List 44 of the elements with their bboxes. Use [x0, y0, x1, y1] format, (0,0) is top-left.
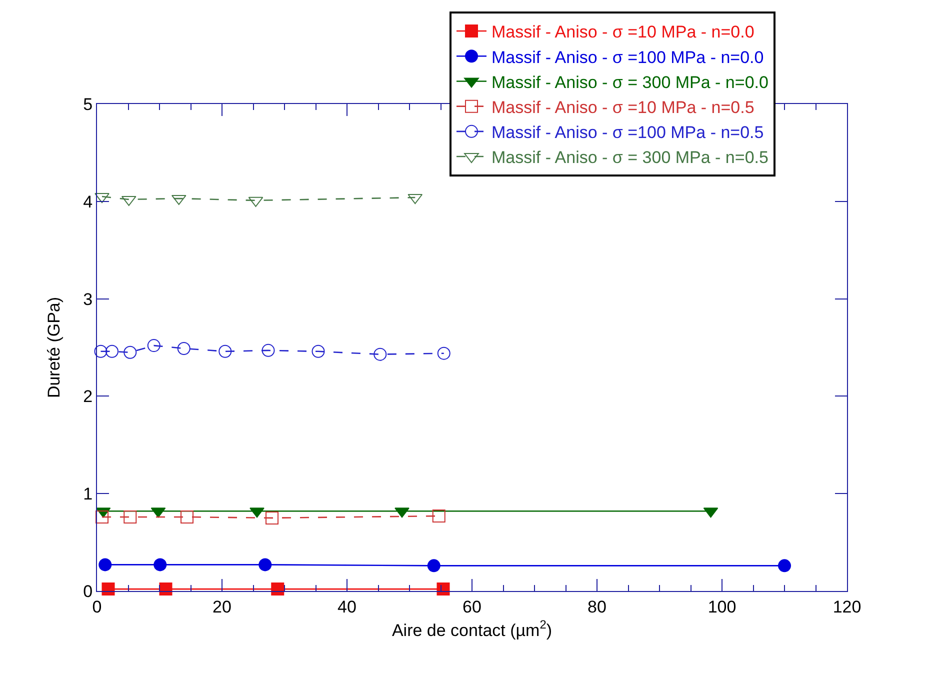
- point: [778, 559, 791, 572]
- x-tick-label: 20: [212, 597, 232, 616]
- point: [102, 582, 115, 596]
- x-axis-title: Aire de contact (µm$^{2}$): [392, 618, 552, 640]
- point: [427, 559, 440, 572]
- point: [177, 342, 190, 355]
- y-tick-label: 1: [83, 484, 93, 504]
- point: [262, 344, 275, 357]
- point: [374, 348, 387, 361]
- point: [147, 339, 160, 352]
- y-tick-label: 3: [83, 290, 93, 309]
- point: [432, 510, 446, 522]
- point: [106, 344, 118, 358]
- legend-label: Massif - Aniso - σ =10 MPa - n=0.5: [492, 98, 754, 117]
- point: [312, 344, 325, 358]
- legend-label: Massif - Aniso - σ = 300 MPa - n=0.5: [492, 148, 768, 168]
- y-tick-label: 5: [83, 94, 93, 114]
- point: [154, 558, 167, 572]
- legend-label: Massif - Aniso - σ = 300 MPa - n=0.0: [492, 72, 768, 92]
- point: [271, 582, 284, 596]
- y-tick-label: 4: [83, 192, 93, 212]
- point: [180, 510, 194, 524]
- x-tick-label: 100: [708, 597, 736, 616]
- point: [124, 510, 137, 524]
- y-axis-title: Dureté (GPa): [44, 296, 64, 398]
- point: [96, 510, 108, 524]
- point: [94, 193, 110, 204]
- point: [437, 346, 450, 360]
- y-tick-label: 2: [83, 387, 93, 406]
- point: [94, 344, 108, 358]
- point: [124, 346, 137, 359]
- point: [266, 511, 278, 524]
- y-tick-label: 0: [83, 582, 93, 601]
- x-tick-label: 40: [338, 597, 356, 616]
- point: [159, 582, 172, 596]
- legend-label: Massif - Aniso - σ =100 MPa - n=0.5: [492, 123, 764, 142]
- x-tick-label: 60: [462, 597, 482, 616]
- point: [258, 558, 272, 572]
- point: [98, 558, 112, 572]
- legend-label: Massif - Aniso - σ =10 MPa - n=0.0: [492, 22, 754, 42]
- x-tick-label: 120: [832, 597, 862, 616]
- point: [218, 344, 232, 358]
- legend-label: Massif - Aniso - σ =100 MPa - n=0.0: [492, 48, 764, 67]
- x-tick-label: 80: [588, 597, 606, 616]
